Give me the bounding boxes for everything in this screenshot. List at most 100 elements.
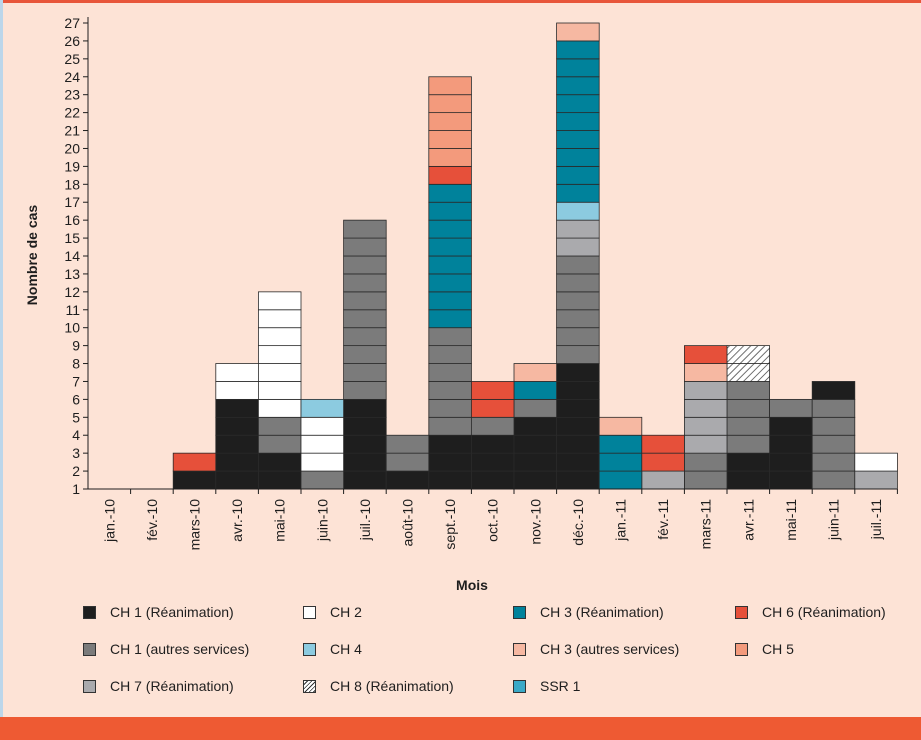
bar-segment bbox=[428, 470, 472, 490]
bar-segment bbox=[428, 219, 472, 239]
legend-label: CH 5 bbox=[762, 641, 794, 657]
bar-segment bbox=[300, 452, 344, 472]
bar-segment bbox=[556, 470, 600, 490]
x-tick-label: mai-10 bbox=[272, 499, 288, 542]
bar-segment bbox=[300, 470, 344, 490]
x-tick-label: fév.-10 bbox=[144, 499, 160, 541]
legend-swatch bbox=[303, 605, 316, 619]
y-tick-label: 2 bbox=[72, 463, 80, 479]
x-tick-label: avr.-11 bbox=[740, 499, 756, 541]
bar-segment bbox=[556, 255, 600, 275]
bar-segment bbox=[811, 452, 856, 472]
y-tick-label: 18 bbox=[64, 176, 80, 192]
legend-label: CH 2 bbox=[330, 604, 362, 620]
legend-label: CH 8 (Réanimation) bbox=[330, 678, 454, 694]
y-tick-label: 10 bbox=[64, 320, 80, 336]
bars bbox=[172, 22, 898, 490]
x-tick-label: mai-11 bbox=[783, 499, 799, 541]
bar-segment bbox=[215, 416, 259, 436]
bar-segment bbox=[769, 398, 813, 418]
legend-item: SSR 1 bbox=[513, 676, 580, 696]
y-tick-label: 21 bbox=[64, 123, 80, 139]
bar-segment bbox=[726, 345, 770, 364]
bar-segment bbox=[257, 327, 302, 347]
bar-segment bbox=[556, 148, 600, 167]
bar-segment bbox=[470, 381, 515, 400]
bar-segment bbox=[556, 345, 600, 364]
bar-segment bbox=[343, 327, 387, 347]
y-tick-label: 7 bbox=[72, 373, 80, 389]
legend-item: CH 7 (Réanimation) bbox=[83, 676, 234, 696]
legend-label: CH 7 (Réanimation) bbox=[110, 678, 234, 694]
bar-segment bbox=[556, 94, 600, 114]
bar-segment bbox=[684, 345, 728, 364]
bar-segment bbox=[811, 470, 856, 490]
bar-segment bbox=[470, 434, 515, 454]
y-axis-label: Nombre de cas bbox=[24, 205, 40, 306]
bar-segment bbox=[428, 363, 472, 382]
y-tick-label: 4 bbox=[72, 427, 80, 443]
bar-segment bbox=[257, 416, 302, 436]
bar-segment bbox=[556, 452, 600, 472]
bar-segment bbox=[556, 327, 600, 347]
x-tick-label: juil.-10 bbox=[357, 499, 373, 541]
legend-label: SSR 1 bbox=[540, 678, 581, 694]
y-tick-label: 11 bbox=[65, 302, 80, 318]
bar-segment bbox=[343, 452, 387, 472]
bar-segment bbox=[854, 452, 898, 472]
bar-segment bbox=[257, 291, 302, 311]
bar-segment bbox=[513, 398, 557, 418]
bar-segment bbox=[470, 452, 515, 472]
bar-segment bbox=[556, 381, 600, 400]
bar-segment bbox=[726, 452, 770, 472]
bar-segment bbox=[811, 416, 856, 436]
bar-segment bbox=[513, 416, 557, 436]
bar-segment bbox=[428, 112, 472, 131]
x-tick-label: sept.-10 bbox=[442, 499, 458, 550]
y-tick-label: 8 bbox=[72, 356, 80, 372]
legend-item: CH 1 (Réanimation) bbox=[83, 602, 234, 622]
bar-segment bbox=[769, 452, 813, 472]
legend-label: CH 3 (Réanimation) bbox=[540, 604, 664, 620]
bar-segment bbox=[343, 398, 387, 418]
legend-swatch bbox=[513, 605, 526, 619]
bar-segment bbox=[428, 201, 472, 221]
bar-segment bbox=[172, 470, 217, 490]
legend-item: CH 2 bbox=[303, 602, 362, 622]
y-tick-labels: 1234567891011121314151617181920212223242… bbox=[64, 15, 80, 497]
bar-segment bbox=[428, 237, 472, 257]
bar-segment bbox=[556, 165, 600, 185]
bar-segment bbox=[598, 470, 643, 490]
bar-segment bbox=[257, 452, 302, 472]
legend-label: CH 1 (Réanimation) bbox=[110, 604, 234, 620]
bar-segment bbox=[556, 363, 600, 382]
bar-segment bbox=[513, 363, 557, 382]
bar-segment bbox=[684, 381, 728, 400]
bar-segment bbox=[343, 416, 387, 436]
bar-segment bbox=[556, 76, 600, 96]
bar-segment bbox=[428, 327, 472, 347]
legend-label: CH 4 bbox=[330, 641, 362, 657]
y-tick-label: 24 bbox=[64, 69, 80, 85]
bar-segment bbox=[641, 452, 685, 472]
y-tick-label: 19 bbox=[64, 158, 80, 174]
bar-segment bbox=[470, 416, 515, 436]
bar-segment bbox=[556, 416, 600, 436]
stacked-bar-chart: 1234567891011121314151617181920212223242… bbox=[24, 15, 898, 593]
y-tick-label: 3 bbox=[72, 445, 80, 461]
bar-segment bbox=[470, 470, 515, 490]
legend-item: CH 1 (autres services) bbox=[83, 639, 249, 659]
bar-segment bbox=[598, 452, 643, 472]
legend-swatch bbox=[513, 679, 526, 693]
bar-segment bbox=[257, 470, 302, 490]
bar-segment bbox=[556, 40, 600, 60]
bar-segment bbox=[769, 470, 813, 490]
legend-item: CH 3 (autres services) bbox=[513, 639, 679, 659]
bar-segment bbox=[684, 470, 728, 490]
bar-segment bbox=[428, 291, 472, 311]
bar-segment bbox=[684, 398, 728, 418]
bar-segment bbox=[854, 470, 898, 490]
bar-segment bbox=[257, 363, 302, 382]
bar-segment bbox=[428, 416, 472, 436]
bar-segment bbox=[556, 201, 600, 221]
